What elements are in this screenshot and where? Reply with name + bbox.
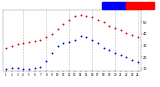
Point [22, 43, 24, 44]
Point [91, 17, 93, 18]
Point [68, 41, 70, 43]
Point [120, 30, 122, 31]
Point [114, 27, 116, 29]
Point [79, 35, 82, 37]
Point [137, 37, 139, 38]
Point [28, 68, 30, 70]
Point [102, 47, 105, 49]
Point [62, 43, 65, 44]
Point [79, 14, 82, 16]
Point [74, 16, 76, 17]
Point [33, 40, 36, 42]
Point [125, 32, 128, 33]
Point [108, 25, 111, 26]
Point [114, 52, 116, 53]
Point [85, 37, 88, 38]
Point [51, 52, 53, 53]
Point [74, 39, 76, 40]
Point [28, 41, 30, 43]
Point [102, 21, 105, 23]
Point [131, 34, 133, 36]
Point [5, 47, 7, 49]
Point [39, 66, 42, 67]
Point [62, 24, 65, 25]
Point [11, 45, 13, 46]
Point [68, 19, 70, 21]
Point [45, 60, 48, 62]
Point [33, 67, 36, 69]
Point [11, 67, 13, 69]
Point [51, 33, 53, 35]
Point [16, 44, 19, 45]
Point [16, 67, 19, 69]
Point [108, 50, 111, 51]
Point [5, 68, 7, 70]
Point [56, 28, 59, 30]
Point [45, 37, 48, 38]
Point [137, 61, 139, 63]
Point [39, 39, 42, 40]
Point [22, 68, 24, 70]
Point [91, 39, 93, 40]
Point [56, 45, 59, 46]
Point [125, 57, 128, 58]
Point [131, 59, 133, 60]
Point [96, 43, 99, 44]
Point [85, 16, 88, 17]
Point [120, 54, 122, 56]
Point [96, 19, 99, 21]
